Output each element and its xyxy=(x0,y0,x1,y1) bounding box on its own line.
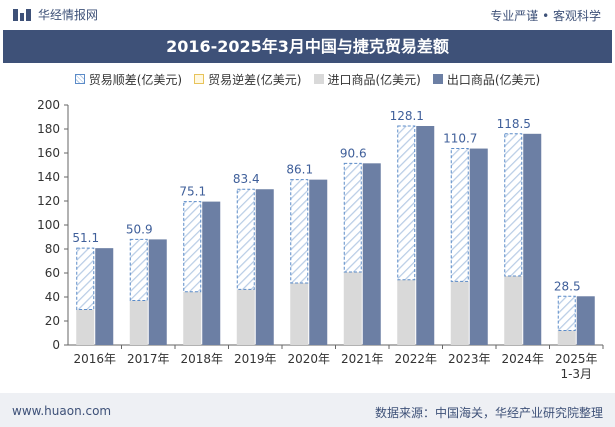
legend-label-import: 进口商品(亿美元) xyxy=(327,72,421,87)
top-bar: 华经情报网 专业严谨 • 客观科学 xyxy=(0,0,615,30)
footer: www.huaon.com 数据来源：中国海关，华经产业研究院整理 xyxy=(0,393,615,427)
x-tick-label: 2021年 xyxy=(341,352,384,366)
export-bar xyxy=(576,296,595,345)
label-layer: 51.1 50.9 75.1 83.4 86.1 90.6 128.1 110.7 118.5 2… xyxy=(72,109,580,293)
surplus-bar xyxy=(183,201,202,293)
x-tick-label: 2017年 xyxy=(127,352,170,366)
legend-swatch-import xyxy=(313,74,324,84)
export-bar xyxy=(469,148,488,345)
import-bar xyxy=(397,279,416,345)
legend-swatch-deficit xyxy=(194,74,205,84)
import-bar xyxy=(183,291,202,345)
x-tick-label: 2016年 xyxy=(73,352,116,366)
surplus-bar xyxy=(450,148,469,282)
brand-name: 华经情报网 xyxy=(38,8,99,22)
legend-label-export: 出口商品(亿美元) xyxy=(446,72,541,87)
y-tick-label: 20 xyxy=(45,314,60,328)
import-bar xyxy=(236,289,255,345)
legend-item-surplus: 贸易顺差(亿美元) xyxy=(74,71,183,88)
surplus-data-label: 75.1 xyxy=(179,185,206,199)
y-tick-label: 160 xyxy=(37,146,60,160)
legend-label-deficit: 贸易逆差(亿美元) xyxy=(208,72,302,87)
export-bar xyxy=(202,201,221,345)
export-bar xyxy=(523,133,542,345)
surplus-data-label: 28.5 xyxy=(554,279,581,293)
surplus-bar xyxy=(557,295,576,331)
export-bar xyxy=(148,239,167,345)
import-bar xyxy=(129,300,148,345)
y-tick-label: 180 xyxy=(37,122,60,136)
x-tick-label: 2023年 xyxy=(448,352,491,366)
surplus-data-label: 86.1 xyxy=(286,163,313,177)
import-bar xyxy=(557,330,576,345)
legend: 贸易顺差(亿美元) 贸易逆差(亿美元) 进口商品(亿美元) 出口商品(亿美元) xyxy=(0,68,615,90)
y-tick-label: 120 xyxy=(37,194,60,208)
chart-title: 2016-2025年3月中国与捷克贸易差额 xyxy=(3,30,612,63)
export-bar xyxy=(255,189,274,345)
surplus-data-label: 50.9 xyxy=(126,222,153,236)
footer-url: www.huaon.com xyxy=(12,404,112,418)
bar-chart: 0 20 40 60 80 100 120 140 160 180 200 2016年 2017年 201… xyxy=(37,98,604,381)
surplus-data-label: 110.7 xyxy=(443,132,477,146)
legend-item-import: 进口商品(亿美元) xyxy=(313,71,421,88)
x-tick-label: 2020年 xyxy=(287,352,330,366)
import-bar xyxy=(450,281,469,345)
surplus-bar xyxy=(76,247,95,310)
brand: 华经情报网 xyxy=(12,6,98,23)
y-tick-label: 0 xyxy=(52,338,60,352)
surplus-bar xyxy=(397,125,416,281)
surplus-data-label: 118.5 xyxy=(497,117,531,131)
x-tick-label: 2024年 xyxy=(501,352,544,366)
legend-swatch-export xyxy=(432,74,443,84)
y-tick-label: 100 xyxy=(37,218,60,232)
x-tick-label: 2019年 xyxy=(234,352,277,366)
import-bar xyxy=(343,272,362,345)
surplus-bar xyxy=(504,133,523,277)
export-bar xyxy=(309,179,328,345)
surplus-bar xyxy=(129,238,148,301)
surplus-data-label: 128.1 xyxy=(390,109,424,123)
surplus-bar xyxy=(290,179,309,284)
surplus-data-label: 83.4 xyxy=(233,172,260,186)
y-tick-label: 140 xyxy=(37,170,60,184)
legend-item-export: 出口商品(亿美元) xyxy=(432,71,541,88)
x-tick-label: 2018年 xyxy=(180,352,223,366)
export-bar xyxy=(362,163,381,345)
y-tick-label: 40 xyxy=(45,290,60,304)
import-bar xyxy=(76,309,95,345)
import-bar xyxy=(504,276,523,345)
tagline: 专业严谨 • 客观科学 xyxy=(490,9,601,23)
surplus-data-label: 51.1 xyxy=(72,231,99,245)
bar-layer xyxy=(76,125,595,345)
export-bar xyxy=(416,126,435,345)
surplus-data-label: 90.6 xyxy=(340,146,367,160)
import-bar xyxy=(290,282,309,345)
legend-swatch-surplus xyxy=(74,74,85,84)
x-tick-label: 2022年 xyxy=(394,352,437,366)
brand-logo-icon xyxy=(13,8,31,21)
surplus-bar xyxy=(236,188,255,290)
axis-layer: 0 20 40 60 80 100 120 140 160 180 200 2016年 2017年 201… xyxy=(37,98,604,381)
legend-item-deficit: 贸易逆差(亿美元) xyxy=(194,71,302,88)
footer-source: 数据来源：中国海关，华经产业研究院整理 xyxy=(374,406,603,420)
y-tick-label: 60 xyxy=(45,266,60,280)
export-bar xyxy=(95,248,114,345)
y-tick-label: 200 xyxy=(37,98,60,112)
y-tick-label: 80 xyxy=(45,242,60,256)
surplus-bar xyxy=(343,162,362,273)
x-tick-label: 2025年 1-3月 xyxy=(555,352,598,381)
legend-label-surplus: 贸易顺差(亿美元) xyxy=(88,72,183,87)
